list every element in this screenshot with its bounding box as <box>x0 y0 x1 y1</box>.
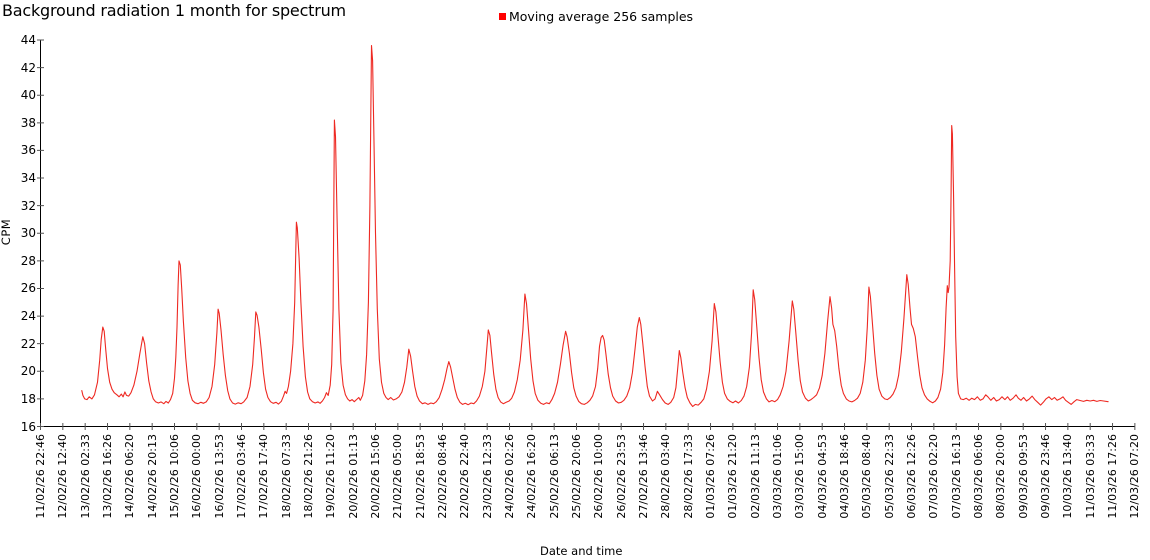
y-tick-label: 38 <box>20 115 36 130</box>
x-tick-label: 20/02/26 01:13 <box>346 434 360 519</box>
x-tick-label: 10/03/26 13:40 <box>1061 434 1075 519</box>
y-tick-label: 40 <box>20 88 36 103</box>
x-tick-label: 05/03/26 08:40 <box>860 434 874 519</box>
y-tick-label: 18 <box>20 391 36 406</box>
x-tick-label: 01/03/26 21:20 <box>726 434 740 519</box>
y-tick-label: 36 <box>20 143 36 158</box>
x-tick-label: 16/02/26 13:53 <box>212 434 226 519</box>
x-tick-label: 21/02/26 18:53 <box>413 434 427 519</box>
x-tick-label: 08/03/26 06:06 <box>972 434 986 519</box>
x-tick-label: 16/02/26 00:00 <box>190 434 204 519</box>
legend: Moving average 256 samples <box>499 9 693 24</box>
x-tick-label: 26/02/26 10:00 <box>592 434 606 519</box>
x-tick-label: 18/02/26 21:26 <box>302 434 315 519</box>
x-axis-title: Date and time <box>540 544 623 558</box>
y-tick-label: 42 <box>20 60 36 75</box>
x-tick-label: 22/02/26 22:40 <box>458 434 472 519</box>
x-tick-label: 11/02/26 22:46 <box>34 434 47 519</box>
x-tick-label: 21/02/26 05:00 <box>391 434 405 519</box>
y-tick-label: 24 <box>20 309 36 324</box>
x-tick-label: 11/03/26 17:26 <box>1106 434 1120 519</box>
x-tick-label: 12/03/26 07:20 <box>1128 434 1142 519</box>
legend-label: Moving average 256 samples <box>509 9 694 24</box>
x-tick-label: 11/03/26 03:33 <box>1083 434 1097 519</box>
x-tick-label: 25/02/26 20:06 <box>570 434 584 519</box>
y-tick-label: 34 <box>20 171 36 186</box>
x-tick-label: 28/02/26 03:40 <box>659 434 673 519</box>
x-tick-label: 12/02/26 12:40 <box>56 434 70 519</box>
x-tick-label: 01/03/26 07:26 <box>704 434 718 519</box>
y-axis-title: CPM <box>0 218 13 246</box>
x-tick-label: 28/02/26 17:33 <box>681 434 695 519</box>
y-tick-label: 20 <box>20 364 36 379</box>
x-tick-label: 23/02/26 12:33 <box>480 434 494 519</box>
x-tick-label: 24/02/26 16:20 <box>525 434 539 519</box>
x-tick-label: 17/02/26 03:46 <box>235 434 248 519</box>
x-tick-label: 22/02/26 08:46 <box>436 434 449 519</box>
x-tick-label: 06/03/26 12:26 <box>905 434 919 519</box>
x-tick-label: 18/02/26 07:33 <box>279 434 293 519</box>
x-tick-label: 27/02/26 13:46 <box>637 434 651 519</box>
x-tick-label: 05/03/26 22:33 <box>882 434 896 519</box>
x-tick-label: 25/02/26 06:13 <box>547 434 561 519</box>
y-tick-label: 28 <box>20 253 36 268</box>
x-tick-label: 20/02/26 15:06 <box>369 434 382 519</box>
x-tick-label: 08/03/26 20:00 <box>994 434 1008 519</box>
x-tick-label: 07/03/26 16:13 <box>949 434 963 519</box>
y-tick-label: 30 <box>20 226 36 241</box>
legend-marker-icon <box>499 13 506 20</box>
x-tick-label: 09/03/26 23:46 <box>1039 434 1053 519</box>
x-tick-label: 15/02/26 10:06 <box>168 434 181 519</box>
x-tick-label: 14/02/26 06:20 <box>123 434 137 519</box>
x-tick-label: 19/02/26 11:20 <box>324 434 338 519</box>
x-tick-label: 17/02/26 17:40 <box>257 434 271 519</box>
y-tick-label: 16 <box>20 419 36 434</box>
x-tick-label: 03/03/26 15:00 <box>793 434 807 519</box>
x-tick-label: 13/02/26 02:33 <box>78 434 92 519</box>
axis-line <box>40 40 1135 427</box>
series-line <box>81 44 1109 408</box>
x-tick-label: 24/02/26 02:26 <box>503 434 516 519</box>
x-tick-label: 13/02/26 16:26 <box>101 434 114 519</box>
x-tick-label: 09/03/26 09:53 <box>1016 434 1030 519</box>
x-tick-label: 02/03/26 11:13 <box>748 434 762 519</box>
y-tick-label: 44 <box>20 33 36 47</box>
x-tick-label: 26/02/26 23:53 <box>614 434 628 519</box>
x-tick-label: 03/03/26 01:06 <box>771 434 785 519</box>
chart-title: Background radiation 1 month for spectru… <box>2 1 346 20</box>
y-tick-label: 32 <box>20 198 36 213</box>
x-tick-label: 14/02/26 20:13 <box>145 434 159 519</box>
x-tick-label: 07/03/26 02:20 <box>927 434 941 519</box>
y-tick-label: 22 <box>20 336 36 351</box>
x-tick-label: 04/03/26 04:53 <box>815 434 829 519</box>
x-tick-label: 04/03/26 18:46 <box>838 434 852 519</box>
y-tick-label: 26 <box>20 281 36 296</box>
x-axis-ticks <box>40 423 1136 430</box>
